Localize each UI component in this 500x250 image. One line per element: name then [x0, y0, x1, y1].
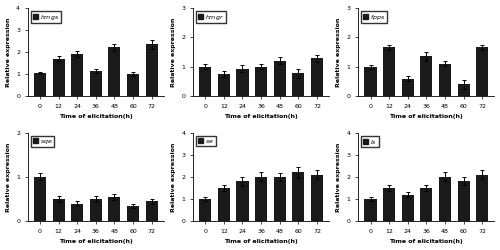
Bar: [383, 188, 395, 221]
Bar: [108, 197, 120, 221]
Y-axis label: Relative expression: Relative expression: [171, 17, 176, 86]
Bar: [364, 199, 376, 221]
Bar: [199, 199, 211, 221]
X-axis label: Time of elicitation(h): Time of elicitation(h): [59, 114, 132, 119]
Bar: [90, 199, 102, 221]
Y-axis label: Relative expression: Relative expression: [6, 142, 10, 212]
Bar: [476, 175, 488, 221]
Bar: [108, 48, 120, 96]
Bar: [90, 71, 102, 96]
Bar: [383, 48, 395, 96]
Bar: [402, 195, 414, 221]
Legend: $\it{ls}$: $\it{ls}$: [362, 136, 379, 147]
Bar: [236, 69, 248, 96]
X-axis label: Time of elicitation(h): Time of elicitation(h): [390, 114, 463, 119]
Bar: [458, 181, 469, 221]
Bar: [218, 188, 230, 221]
Bar: [420, 188, 432, 221]
X-axis label: Time of elicitation(h): Time of elicitation(h): [224, 114, 298, 119]
Legend: $\it{hmgs}$: $\it{hmgs}$: [31, 11, 60, 24]
Bar: [311, 175, 323, 221]
Bar: [71, 204, 84, 221]
Y-axis label: Relative expression: Relative expression: [336, 142, 341, 212]
Bar: [439, 177, 451, 221]
Bar: [420, 56, 432, 96]
Bar: [146, 201, 158, 221]
Bar: [274, 177, 286, 221]
Bar: [439, 64, 451, 96]
Bar: [292, 73, 304, 96]
Bar: [458, 84, 469, 96]
Bar: [292, 172, 304, 221]
Bar: [218, 74, 230, 96]
Bar: [476, 48, 488, 96]
Legend: $\it{se}$: $\it{se}$: [196, 136, 216, 146]
Bar: [274, 61, 286, 96]
Bar: [402, 78, 414, 96]
Bar: [236, 181, 248, 221]
Bar: [34, 73, 46, 96]
Legend: $\it{sqe}$: $\it{sqe}$: [31, 136, 54, 147]
Y-axis label: Relative expression: Relative expression: [6, 17, 10, 86]
Bar: [311, 58, 323, 96]
Bar: [127, 206, 139, 221]
Bar: [52, 58, 64, 96]
Legend: $\it{fpps}$: $\it{fpps}$: [362, 11, 388, 24]
Bar: [52, 199, 64, 221]
Bar: [364, 67, 376, 96]
Bar: [34, 177, 46, 221]
Y-axis label: Relative expression: Relative expression: [171, 142, 176, 212]
X-axis label: Time of elicitation(h): Time of elicitation(h): [224, 240, 298, 244]
Bar: [146, 44, 158, 96]
X-axis label: Time of elicitation(h): Time of elicitation(h): [390, 240, 463, 244]
Bar: [199, 67, 211, 96]
X-axis label: Time of elicitation(h): Time of elicitation(h): [59, 240, 132, 244]
Bar: [255, 177, 267, 221]
Bar: [127, 74, 139, 96]
Y-axis label: Relative expression: Relative expression: [336, 17, 341, 86]
Bar: [255, 67, 267, 96]
Bar: [71, 54, 84, 96]
Legend: $\it{hmgr}$: $\it{hmgr}$: [196, 11, 226, 24]
